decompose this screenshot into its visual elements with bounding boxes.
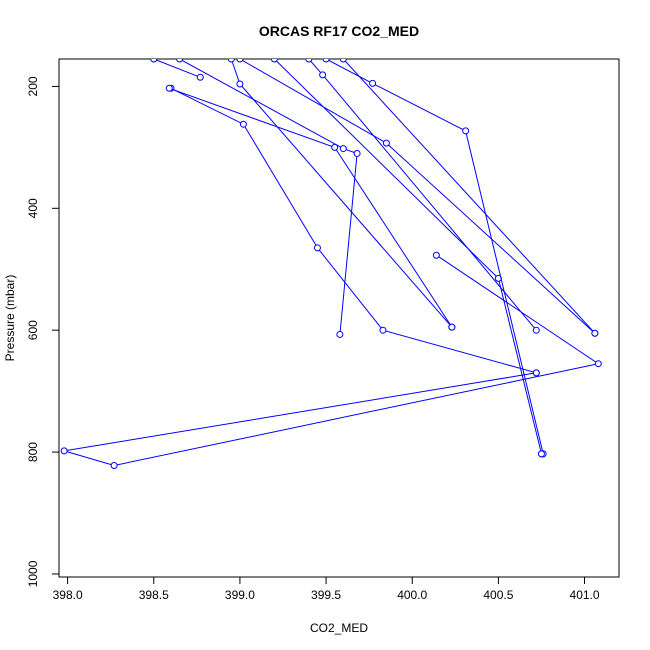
data-point	[331, 143, 339, 151]
data-point	[313, 244, 321, 252]
y-tick-label: 1000	[26, 560, 40, 587]
series-line	[170, 87, 537, 374]
data-point	[110, 461, 118, 469]
series-3	[165, 84, 456, 331]
series-8	[322, 59, 547, 458]
x-tick-label: 400.5	[483, 588, 513, 602]
y-axis: 200 400 600 800 1000	[26, 76, 60, 587]
data-point	[379, 326, 387, 334]
series-6	[270, 59, 545, 458]
series-9	[339, 59, 599, 337]
plot-series	[60, 59, 602, 469]
data-point	[462, 127, 470, 135]
data-point	[270, 59, 278, 63]
series-line	[239, 59, 596, 334]
x-tick-label: 401.0	[570, 588, 600, 602]
series-4	[227, 59, 456, 331]
data-point	[537, 450, 545, 458]
data-point	[591, 329, 599, 337]
series-1	[167, 84, 540, 377]
y-tick-label: 400	[26, 198, 40, 218]
data-point	[339, 145, 347, 153]
x-tick-label: 398.5	[139, 588, 169, 602]
series-7	[305, 59, 540, 334]
x-axis-label: CO2_MED	[310, 621, 368, 635]
y-axis-label: Pressure (mbar)	[3, 275, 17, 362]
data-point	[176, 59, 184, 63]
x-tick-label: 400.0	[397, 588, 427, 602]
data-point	[532, 326, 540, 334]
y-tick-label: 200	[26, 76, 40, 96]
data-point	[60, 447, 68, 455]
series-10	[60, 251, 602, 469]
y-tick-label: 600	[26, 320, 40, 340]
data-point	[319, 71, 327, 79]
series-line	[153, 59, 201, 78]
x-axis: 398.0 398.5 399.0 399.5 400.0 400.5 401.0	[53, 576, 600, 602]
data-point	[305, 59, 313, 63]
data-point	[448, 323, 456, 331]
data-point	[594, 360, 602, 368]
data-point	[353, 149, 361, 157]
data-point	[227, 59, 235, 63]
data-point	[150, 59, 158, 63]
x-tick-label: 399.5	[311, 588, 341, 602]
data-point	[532, 369, 540, 377]
data-point	[239, 120, 247, 128]
plot-frame	[58, 58, 620, 578]
data-point	[165, 84, 173, 92]
series-line	[308, 59, 537, 331]
x-tick-label: 398.0	[53, 588, 83, 602]
series-line	[230, 59, 453, 328]
data-point	[236, 80, 244, 88]
series-line	[274, 59, 542, 455]
data-point	[322, 59, 330, 63]
x-tick-label: 399.0	[225, 588, 255, 602]
data-point	[236, 59, 244, 63]
series-0	[150, 59, 204, 81]
series-line	[342, 59, 596, 334]
chart-title: ORCAS RF17 CO2_MED	[259, 23, 419, 39]
series-2	[176, 59, 361, 338]
data-point	[196, 73, 204, 81]
data-point	[336, 330, 344, 338]
series-5	[236, 59, 599, 337]
data-point	[339, 59, 347, 63]
series-line	[169, 87, 453, 328]
y-tick-label: 800	[26, 442, 40, 462]
series-line	[179, 59, 358, 335]
data-point	[369, 79, 377, 87]
data-point	[432, 251, 440, 259]
data-point	[382, 139, 390, 147]
